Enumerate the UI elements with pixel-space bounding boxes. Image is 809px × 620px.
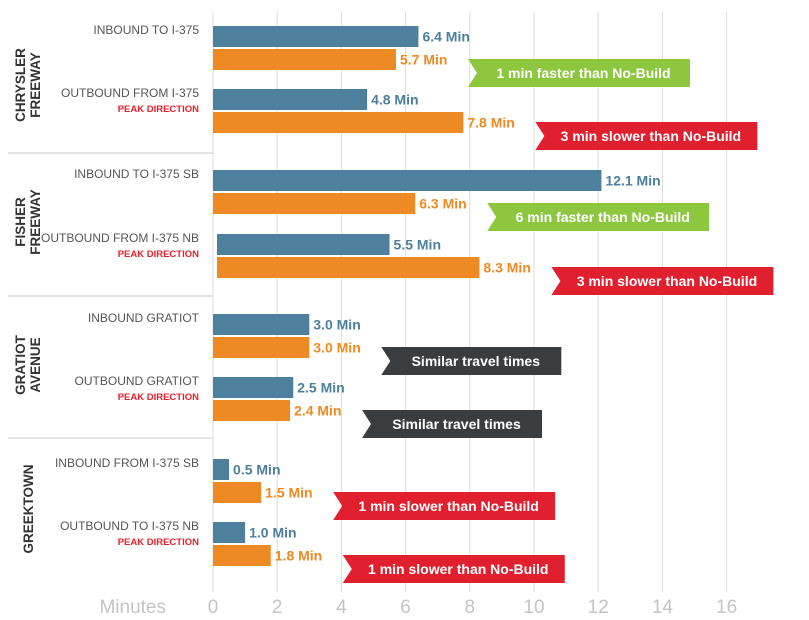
callout-text: 1 min slower than No-Build (368, 561, 548, 577)
peak-direction-label: PEAK DIRECTION (118, 104, 199, 115)
callout: 1 min slower than No-Build (333, 492, 556, 520)
x-tick-label: 0 (208, 597, 219, 618)
bar (213, 459, 230, 480)
callout: 3 min slower than No-Build (551, 267, 774, 295)
group-label-line: GRATIOT (13, 334, 28, 394)
bar (217, 234, 390, 255)
callout: 1 min slower than No-Build (342, 555, 565, 583)
bar (213, 170, 602, 191)
bar (213, 89, 368, 110)
callout-ribbon (362, 410, 543, 438)
peak-direction-label: PEAK DIRECTION (118, 249, 199, 260)
x-axis-label: Minutes (99, 597, 166, 618)
value-label: 0.5 Min (233, 462, 280, 478)
group-label-line: FREEWAY (28, 52, 43, 118)
callout-text: Similar travel times (412, 353, 541, 369)
x-tick-label: 4 (336, 597, 347, 618)
bar (213, 522, 246, 543)
callout: 1 min faster than No-Build (467, 59, 690, 87)
group-label-line: FREEWAY (28, 189, 43, 255)
value-label: 2.5 Min (297, 380, 344, 396)
x-tick-label: 14 (652, 597, 674, 618)
group-label: GRATIOTAVENUE (13, 334, 43, 394)
row-label: INBOUND TO I-375 (93, 23, 199, 37)
x-tick-label: 2 (272, 597, 283, 618)
callout: Similar travel times (381, 347, 562, 375)
bar (217, 257, 480, 278)
group-label-line: CHRYSLER (13, 48, 28, 122)
group-label: FISHERFREEWAY (13, 189, 43, 255)
peak-direction-label: PEAK DIRECTION (118, 537, 199, 548)
callout-text: 3 min slower than No-Build (561, 128, 741, 144)
row-label: OUTBOUND GRATIOT (75, 374, 200, 388)
bar (213, 26, 419, 47)
callout: 6 min faster than No-Build (487, 203, 710, 231)
callout-ribbon (535, 122, 758, 150)
bar (213, 49, 396, 70)
callout-text: 3 min slower than No-Build (577, 273, 757, 289)
x-tick-label: 12 (588, 597, 609, 618)
value-label: 3.0 Min (313, 317, 360, 333)
bar (213, 193, 416, 214)
callout-ribbon (342, 555, 565, 583)
row-label: OUTBOUND TO I-375 NB (60, 519, 199, 533)
callout-ribbon (467, 59, 690, 87)
value-label: 12.1 Min (605, 173, 660, 189)
callout-text: 1 min faster than No-Build (496, 65, 670, 81)
callout: Similar travel times (362, 410, 543, 438)
callout-text: 6 min faster than No-Build (516, 209, 690, 225)
bar (213, 112, 464, 133)
bar (213, 337, 310, 358)
bar (213, 482, 262, 503)
value-label: 5.5 Min (394, 237, 441, 253)
callout-text: Similar travel times (392, 416, 521, 432)
row-label: INBOUND GRATIOT (88, 311, 200, 325)
x-tick-label: 8 (465, 597, 476, 618)
value-label: 7.8 Min (467, 115, 514, 131)
bar (213, 377, 294, 398)
callout-ribbon (381, 347, 562, 375)
row-label: INBOUND FROM I-375 SB (55, 456, 199, 470)
peak-direction-label: PEAK DIRECTION (118, 392, 199, 403)
value-label: 3.0 Min (313, 340, 360, 356)
value-label: 4.8 Min (371, 92, 418, 108)
bar (213, 545, 271, 566)
bar (213, 400, 291, 421)
value-label: 1.8 Min (275, 548, 322, 564)
callout-ribbon (487, 203, 710, 231)
x-tick-label: 6 (400, 597, 411, 618)
x-tick-label: 16 (716, 597, 737, 618)
value-label: 5.7 Min (400, 52, 447, 68)
group-label-line: AVENUE (28, 337, 43, 392)
callout-text: 1 min slower than No-Build (358, 498, 538, 514)
group-label: GREEKTOWN (21, 464, 36, 553)
value-label: 8.3 Min (483, 260, 530, 276)
bar (213, 314, 310, 335)
row-label: OUTBOUND FROM I-375 (61, 86, 199, 100)
callout: 3 min slower than No-Build (535, 122, 758, 150)
row-label: INBOUND TO I-375 SB (74, 167, 199, 181)
group-label: CHRYSLERFREEWAY (13, 48, 43, 122)
value-label: 1.0 Min (249, 525, 296, 541)
group-label-line: FISHER (13, 197, 28, 247)
value-label: 6.4 Min (422, 29, 469, 45)
value-label: 6.3 Min (419, 196, 466, 212)
value-label: 2.4 Min (294, 403, 341, 419)
callout-ribbon (333, 492, 556, 520)
row-label: OUTBOUND FROM I-375 NB (41, 231, 199, 245)
callout-ribbon (551, 267, 774, 295)
x-tick-label: 10 (523, 597, 544, 618)
value-label: 1.5 Min (265, 485, 312, 501)
